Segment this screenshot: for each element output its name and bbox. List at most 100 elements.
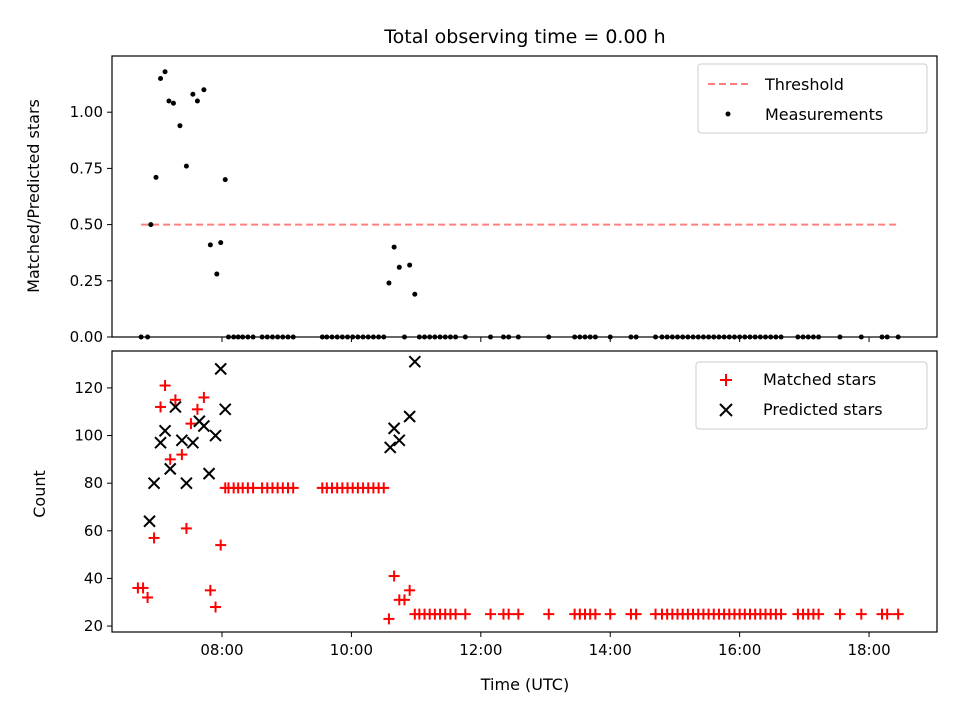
x-axis-label: Time (UTC) <box>480 675 569 694</box>
measurement-point <box>412 291 418 297</box>
x-tick-label: 16:00 <box>718 641 761 659</box>
y-tick-label: 0.50 <box>70 216 103 234</box>
matched-star-point <box>148 532 160 544</box>
matched-star-point <box>450 608 462 620</box>
y-tick-label: 1.00 <box>70 103 103 121</box>
predicted-star-point <box>209 429 222 442</box>
x-tick-label: 08:00 <box>200 641 243 659</box>
measurement-point <box>201 87 207 93</box>
bottom-y-axis-label: Count <box>30 470 49 518</box>
predicted-star-point <box>147 476 161 490</box>
measurement-point <box>158 75 164 81</box>
predicted-star-point <box>393 434 406 447</box>
measurement-point <box>183 163 189 169</box>
predicted-star-point <box>384 441 397 454</box>
matched-star-point <box>191 403 203 415</box>
x-tick-label: 14:00 <box>589 641 632 659</box>
x-tick-label: 12:00 <box>459 641 502 659</box>
ratio-panel: Total observing time = 0.00 h 0.000.250.… <box>24 26 938 346</box>
matched-star-point <box>604 608 616 620</box>
matched-star-point <box>512 608 524 620</box>
matched-star-point <box>378 482 390 494</box>
measurement-point <box>214 271 220 277</box>
matched-star-point <box>159 380 171 392</box>
predicted-star-point <box>219 403 232 416</box>
measurement-point <box>222 177 228 183</box>
legend-measurements-label: Measurements <box>765 105 883 124</box>
measurement-point <box>391 244 397 250</box>
measurement-point <box>396 264 402 270</box>
predicted-star-point <box>175 434 189 447</box>
predicted-star-point <box>158 424 172 437</box>
measurement-point <box>218 240 224 246</box>
matched-star-point <box>589 608 601 620</box>
matched-star-point <box>459 608 471 620</box>
bottom-legend-box <box>695 361 928 430</box>
predicted-star-point <box>408 355 422 368</box>
matched-star-point <box>142 591 154 603</box>
predicted-star-point <box>202 467 216 480</box>
y-tick-label: 20 <box>84 617 103 635</box>
measurement-point <box>194 98 200 104</box>
matched-star-point <box>630 608 642 620</box>
matched-star-point <box>169 394 181 406</box>
count-panel: 20 40 60 80 100 120 08:00 10:00 12:00 14:00 16:00 1… <box>30 350 938 694</box>
matched-star-point <box>398 594 410 606</box>
matched-star-point <box>137 582 149 594</box>
y-tick-label: 0.75 <box>70 159 103 177</box>
chart-title: Total observing time = 0.00 h <box>383 26 665 48</box>
matched-star-point <box>176 449 188 461</box>
y-tick-label: 100 <box>74 427 103 445</box>
top-legend-box <box>697 63 928 134</box>
measurement-point <box>148 222 154 228</box>
plot-frame <box>111 55 938 338</box>
measurement-point <box>153 174 159 180</box>
predicted-star-point <box>387 422 401 435</box>
matched-star-point <box>543 608 555 620</box>
matched-star-point <box>775 608 787 620</box>
measurement-point <box>170 100 176 106</box>
matched-star-point <box>185 418 197 430</box>
matched-star-point <box>204 584 216 596</box>
matched-star-point <box>388 570 400 582</box>
matched-star-point <box>892 608 904 620</box>
matched-star-point <box>834 608 846 620</box>
measurement-point <box>162 69 168 75</box>
y-tick-label: 40 <box>84 569 103 587</box>
matched-star-point <box>404 584 416 596</box>
predicted-star-point <box>197 419 211 433</box>
predicted-star-point <box>180 476 193 490</box>
legend-measurements-swatch <box>725 111 731 117</box>
y-tick-label: 120 <box>74 379 103 397</box>
y-tick-label: 0.25 <box>70 272 103 290</box>
matched-star-point <box>210 601 222 613</box>
y-tick-label: 80 <box>84 474 103 492</box>
y-tick-label: 60 <box>84 522 103 540</box>
predicted-star-point <box>154 436 167 449</box>
bottom-legend: Matched stars Predicted stars <box>695 361 928 430</box>
plot-frame <box>111 350 938 633</box>
ratio-plot-area: 0.00 0.25 0.50 0.75 1.00 <box>70 55 938 346</box>
matched-star-point <box>215 539 227 551</box>
matched-star-point <box>155 401 167 413</box>
top-y-axis-label: Matched/Predicted stars <box>24 99 43 293</box>
matched-star-point <box>287 482 299 494</box>
matched-star-point <box>180 522 192 534</box>
legend-threshold-label: Threshold <box>764 75 844 94</box>
legend-matched-label: Matched stars <box>763 370 876 389</box>
predicted-star-point <box>143 515 156 528</box>
matched-star-point <box>813 608 825 620</box>
measurement-point <box>190 91 196 97</box>
measurement-point <box>177 123 183 129</box>
matched-star-point <box>383 613 395 625</box>
legend-predicted-label: Predicted stars <box>763 400 883 419</box>
predicted-star-point <box>186 436 200 449</box>
legend-predicted-swatch <box>719 403 733 417</box>
legend-matched-swatch <box>720 374 732 386</box>
predicted-star-point <box>403 410 416 423</box>
count-plot-area: 20 40 60 80 100 120 08:00 10:00 12:00 14:00 16:00 1… <box>74 350 938 659</box>
predicted-star-point <box>169 400 182 414</box>
y-tick-label: 0.00 <box>70 328 103 346</box>
measurement-point <box>207 242 213 248</box>
